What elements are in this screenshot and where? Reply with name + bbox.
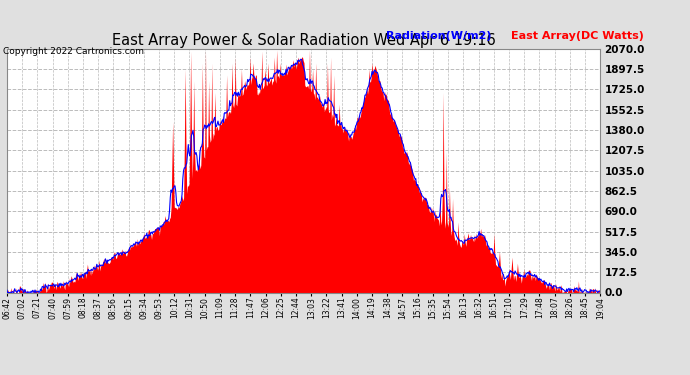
Title: East Array Power & Solar Radiation Wed Apr 6 19:16: East Array Power & Solar Radiation Wed A… [112, 33, 495, 48]
Text: East Array(DC Watts): East Array(DC Watts) [511, 32, 644, 41]
Text: Radiation(W/m2): Radiation(W/m2) [386, 32, 492, 41]
Text: Copyright 2022 Cartronics.com: Copyright 2022 Cartronics.com [3, 47, 144, 56]
